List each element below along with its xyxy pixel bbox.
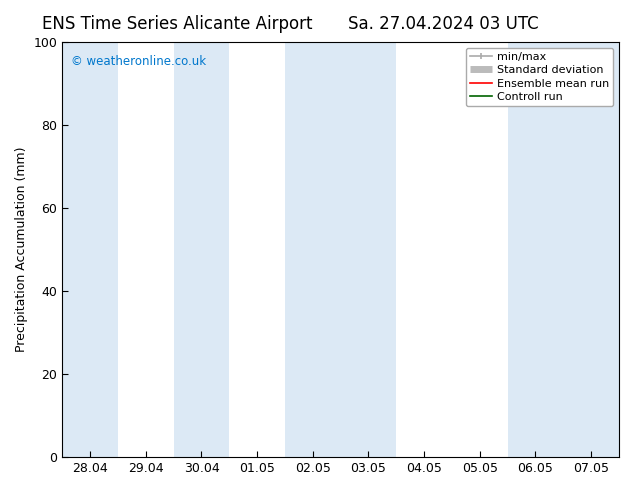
Bar: [174, 42, 230, 457]
Text: Sa. 27.04.2024 03 UTC: Sa. 27.04.2024 03 UTC: [349, 15, 539, 33]
Text: © weatheronline.co.uk: © weatheronline.co.uk: [70, 54, 206, 68]
Legend: min/max, Standard deviation, Ensemble mean run, Controll run: min/max, Standard deviation, Ensemble me…: [465, 48, 614, 106]
Bar: [508, 42, 619, 457]
Y-axis label: Precipitation Accumulation (mm): Precipitation Accumulation (mm): [15, 147, 28, 352]
Bar: [285, 42, 396, 457]
Text: ENS Time Series Alicante Airport: ENS Time Series Alicante Airport: [42, 15, 313, 33]
Bar: [62, 42, 118, 457]
